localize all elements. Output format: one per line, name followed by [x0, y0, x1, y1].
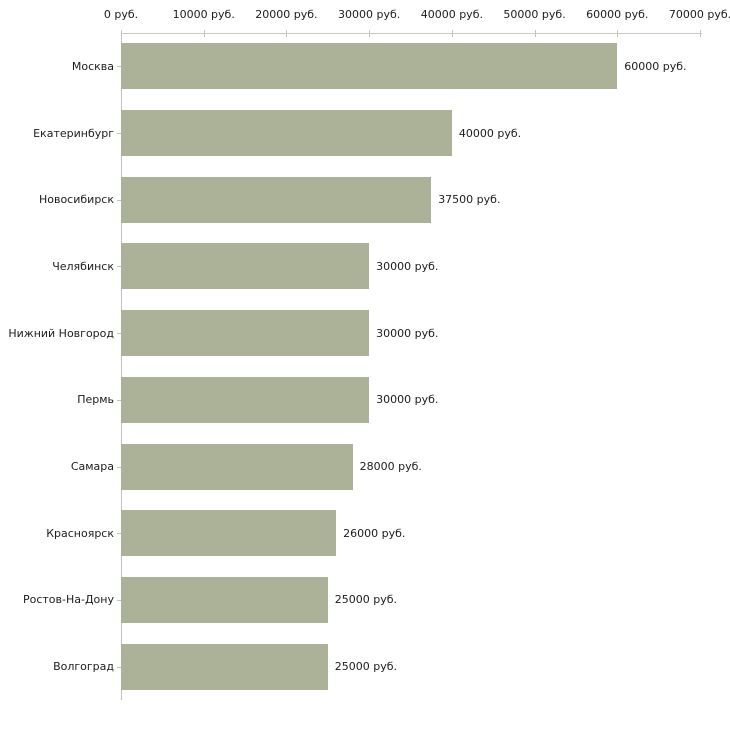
category-label-cell: Самара [0, 433, 121, 500]
value-label: 28000 руб. [359, 460, 422, 474]
bar-cell: 26000 руб. [121, 500, 730, 567]
category-label: Москва [71, 59, 114, 73]
value-label: 25000 руб. [334, 593, 398, 607]
bar-cell: 40000 руб. [121, 100, 730, 167]
category-label: Челябинск [52, 259, 114, 273]
bar-cell: 25000 руб. [121, 567, 730, 634]
bar [121, 243, 370, 290]
category-label-cell: Екатеринбург [0, 100, 121, 167]
value-label: 26000 руб. [343, 526, 406, 540]
category-label-cell: Нижний Новгород [0, 300, 121, 367]
x-axis: 0 руб. 10000 руб. 20000 руб. 30000 руб. 4000… [104, 0, 730, 37]
y-tick-mark [117, 66, 121, 68]
chart-row: Челябинск 30000 руб. [0, 233, 730, 300]
value-label: 37500 руб. [438, 193, 501, 207]
y-tick-mark [117, 666, 121, 668]
value-label: 40000 руб. [458, 126, 522, 140]
bar-cell: 30000 руб. [121, 300, 730, 367]
x-tick-label: 20000 руб. [255, 8, 318, 21]
category-label: Пермь [77, 393, 114, 407]
bar-cell: 30000 руб. [121, 233, 730, 300]
category-label-cell: Волгоград [0, 633, 121, 700]
x-tick-label: 50000 руб. [503, 8, 566, 21]
bar [121, 110, 452, 157]
chart-row: Красноярск 26000 руб. [0, 500, 730, 567]
bar-cell: 28000 руб. [121, 433, 730, 500]
y-tick-mark [117, 466, 121, 468]
category-label: Самара [70, 460, 114, 474]
x-axis-line [121, 33, 702, 34]
value-label: 60000 руб. [624, 59, 687, 73]
category-label-cell: Новосибирск [0, 166, 121, 233]
y-tick-mark [117, 133, 121, 135]
bar [121, 443, 353, 490]
bar [121, 43, 618, 90]
y-tick-mark [117, 266, 121, 268]
category-label-cell: Красноярск [0, 500, 121, 567]
chart-row: Ростов-На-Дону 25000 руб. [0, 567, 730, 634]
x-tick-label: 70000 руб. [668, 8, 730, 21]
category-label: Екатеринбург [33, 126, 114, 140]
y-tick-mark [117, 333, 121, 335]
x-tick-label: 60000 руб. [586, 8, 649, 21]
category-label-cell: Пермь [0, 367, 121, 434]
value-label: 30000 руб. [376, 326, 439, 340]
value-label: 25000 руб. [334, 660, 398, 674]
category-label: Новосибирск [38, 193, 114, 207]
chart-rows: Москва 60000 руб. Екатеринбург 40000 руб. Но… [0, 33, 730, 700]
category-label-cell: Ростов-На-Дону [0, 567, 121, 634]
category-label-cell: Челябинск [0, 233, 121, 300]
category-label: Красноярск [46, 526, 114, 540]
category-label: Нижний Новгород [8, 326, 114, 340]
chart-row: Новосибирск 37500 руб. [0, 166, 730, 233]
category-label: Ростов-На-Дону [22, 593, 114, 607]
bar-cell: 30000 руб. [121, 367, 730, 434]
bar-cell: 60000 руб. [121, 33, 730, 100]
bar-cell: 25000 руб. [121, 633, 730, 700]
bar [121, 176, 432, 223]
chart-row: Москва 60000 руб. [0, 33, 730, 100]
chart-row: Самара 28000 руб. [0, 433, 730, 500]
y-tick-mark [117, 533, 121, 535]
category-label: Волгоград [53, 660, 114, 674]
x-tick-label: 40000 руб. [420, 8, 483, 21]
value-label: 30000 руб. [376, 259, 439, 273]
chart-row: Волгоград 25000 руб. [0, 633, 730, 700]
x-tick-label: 0 руб. [103, 8, 139, 21]
chart-row: Пермь 30000 руб. [0, 367, 730, 434]
y-axis-line [121, 33, 122, 700]
bar [121, 310, 370, 357]
bar [121, 576, 328, 623]
bar [121, 510, 337, 557]
y-tick-mark [117, 399, 121, 401]
bar [121, 643, 328, 690]
y-tick-mark [117, 599, 121, 601]
value-label: 30000 руб. [376, 393, 439, 407]
bar-cell: 37500 руб. [121, 166, 730, 233]
category-label-cell: Москва [0, 33, 121, 100]
bar [121, 376, 370, 423]
x-tick-label: 30000 руб. [338, 8, 401, 21]
chart-row: Нижний Новгород 30000 руб. [0, 300, 730, 367]
x-tick-label: 10000 руб. [172, 8, 235, 21]
y-tick-mark [117, 199, 121, 201]
chart-row: Екатеринбург 40000 руб. [0, 100, 730, 167]
